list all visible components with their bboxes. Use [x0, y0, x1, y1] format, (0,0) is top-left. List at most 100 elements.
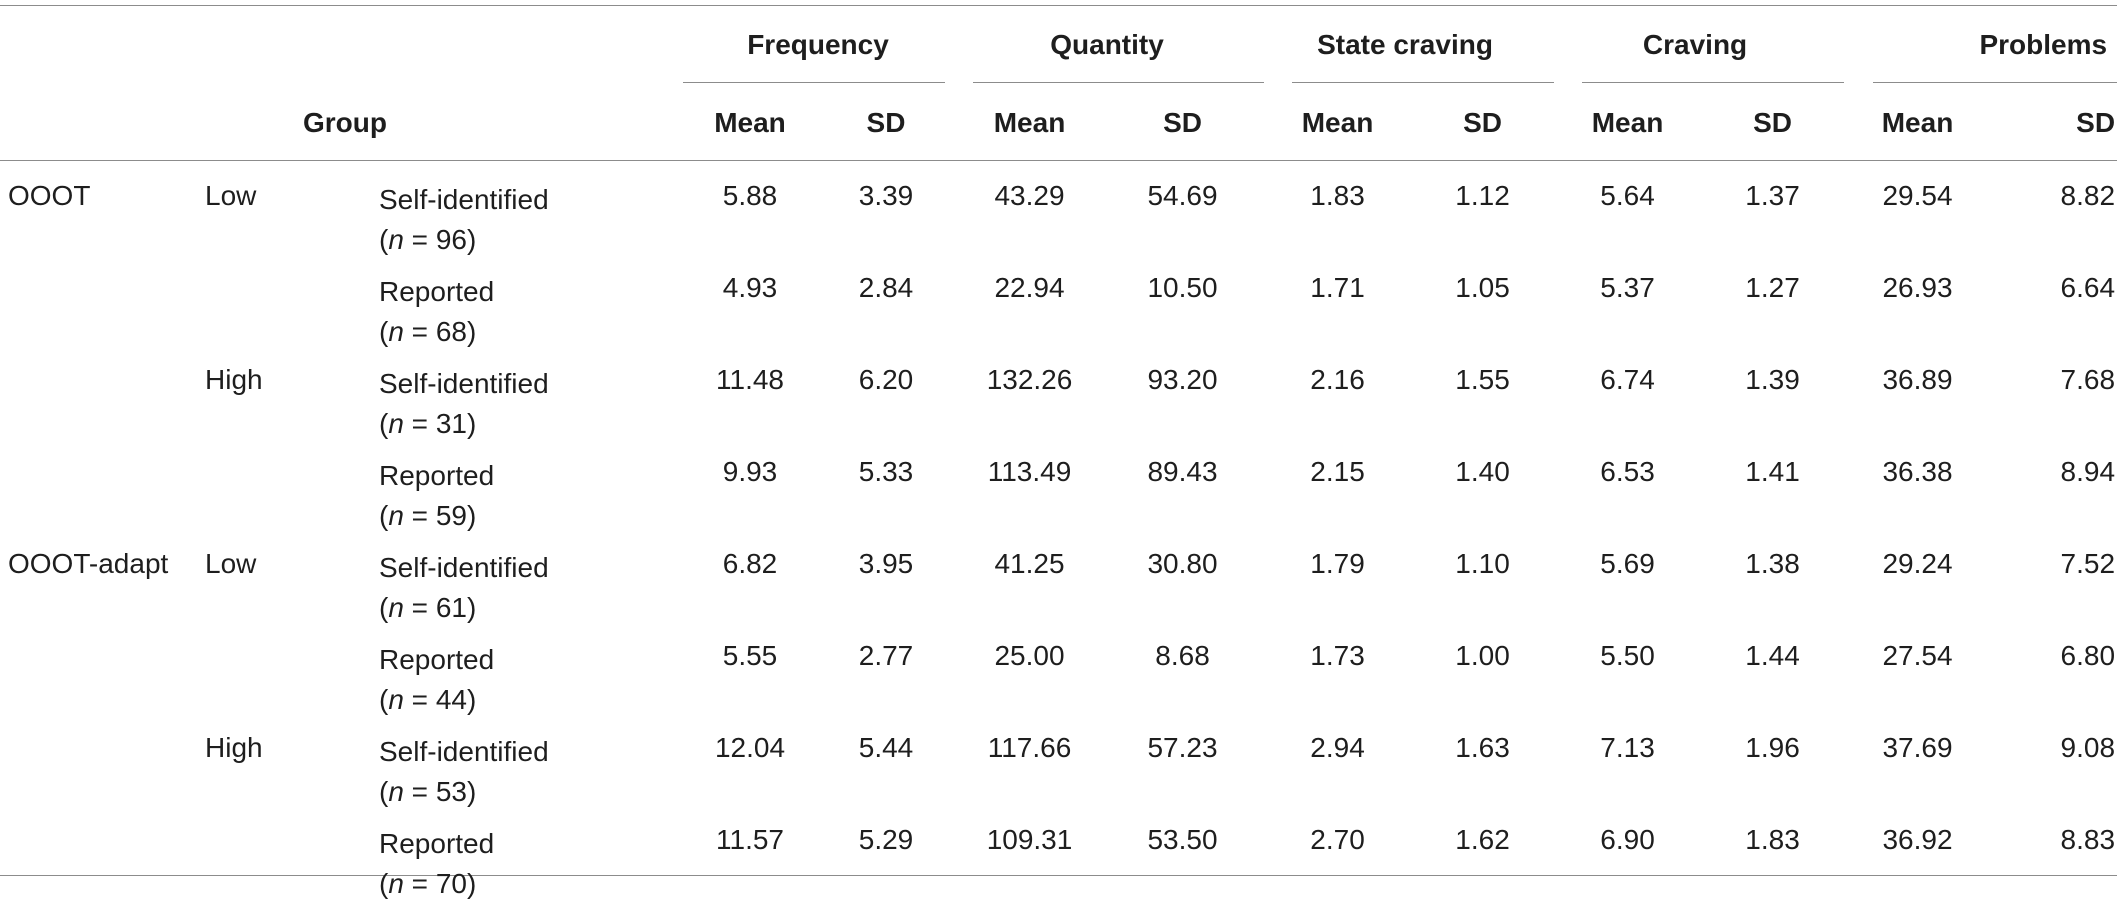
header-sd: SD	[2076, 107, 2116, 138]
table-row: OOOT-adapt Low Self-identified (n = 61) 6.82…	[0, 536, 2117, 628]
report-type-label: Reported	[379, 276, 495, 307]
sample-size-value: 59	[435, 500, 467, 531]
mean-value-cell: 29.54	[1882, 180, 1953, 211]
sd-value-cell: 3.39	[858, 180, 914, 211]
sample-size-label: (n = 44)	[379, 684, 477, 715]
sd-value-cell: 8.68	[1155, 640, 1210, 671]
sd-value-cell: 1.96	[1745, 732, 1800, 763]
report-type-cell: Reported (n = 59)	[379, 444, 682, 536]
header-mean: Mean	[1881, 107, 1954, 138]
sample-size-value: 61	[435, 592, 467, 623]
mean-value-cell: 132.26	[986, 364, 1073, 395]
sd-value-cell: 9.08	[2060, 732, 2116, 763]
table-row: High Self-identified (n = 31) 11.48 6.20 132.…	[0, 352, 2117, 444]
report-type-label: Self-identified	[379, 736, 549, 767]
sd-value-cell: 3.95	[858, 548, 914, 579]
mean-value-cell: 41.25	[994, 548, 1065, 579]
report-type-label: Reported	[379, 460, 495, 491]
report-type-label: Self-identified	[379, 368, 549, 399]
table-row: Reported (n = 44) 5.55 2.77 25.00 8.68 1.73 1.0…	[0, 628, 2117, 720]
sd-value-cell: 1.62	[1455, 824, 1510, 855]
sd-value-cell: 10.50	[1147, 272, 1218, 303]
header-problems: Problems	[1979, 29, 2108, 60]
sd-value-cell: 1.12	[1455, 180, 1510, 211]
sd-value-cell: 89.43	[1147, 456, 1218, 487]
header-sd: SD	[866, 107, 906, 138]
mean-value-cell: 5.55	[722, 640, 778, 671]
mean-value-cell: 6.53	[1600, 456, 1655, 487]
report-type-label: Self-identified	[379, 552, 549, 583]
report-type-label: Reported	[379, 644, 495, 675]
mean-value-cell: 11.57	[716, 824, 784, 855]
header-spacer	[0, 6, 682, 84]
mean-value-cell: 37.69	[1882, 732, 1953, 763]
mean-value-cell: 117.66	[987, 732, 1072, 763]
data-table-container: Frequency Quantity State craving Craving…	[0, 5, 2117, 899]
sample-size-value: 53	[435, 776, 467, 807]
group-cell	[0, 260, 205, 352]
sd-value-cell: 8.83	[2060, 824, 2116, 855]
state-craving-group-rule	[1292, 82, 1554, 83]
sd-value-cell: 1.27	[1745, 272, 1800, 303]
sd-value-cell: 1.63	[1455, 732, 1510, 763]
header-mean: Mean	[993, 107, 1066, 138]
report-type-cell: Reported (n = 44)	[379, 628, 682, 720]
table-row: Reported (n = 68) 4.93 2.84 22.94 10.50 1.71 1.…	[0, 260, 2117, 352]
sd-value-cell: 93.20	[1147, 364, 1218, 395]
sd-value-cell: 2.84	[858, 272, 914, 303]
group-cell	[0, 352, 205, 444]
sample-size-value: 70	[435, 868, 467, 899]
table-row: OOOT Low Self-identified (n = 96) 5.88 3.39 43…	[0, 162, 2117, 260]
sd-value-cell: 1.83	[1745, 824, 1800, 855]
group-cell	[0, 628, 205, 720]
level-cell	[205, 812, 379, 904]
mean-value-cell: 2.70	[1310, 824, 1365, 855]
mean-value-cell: 2.15	[1310, 456, 1365, 487]
header-sd: SD	[1163, 107, 1202, 138]
sd-value-cell: 1.40	[1455, 456, 1510, 487]
sd-value-cell: 1.44	[1745, 640, 1800, 671]
sample-size-value: 44	[435, 684, 467, 715]
sd-value-cell: 5.44	[858, 732, 914, 763]
sample-size-label: (n = 70)	[379, 868, 477, 899]
table-top-rule	[0, 5, 2117, 6]
group-cell: OOOT	[8, 180, 91, 211]
sd-value-cell: 1.55	[1455, 364, 1510, 395]
header-sd: SD	[1753, 107, 1792, 138]
mean-value-cell: 6.74	[1600, 364, 1655, 395]
mean-value-cell: 109.31	[986, 824, 1073, 855]
mean-value-cell: 113.49	[987, 456, 1072, 487]
mean-value-cell: 36.92	[1882, 824, 1953, 855]
mean-value-cell: 5.64	[1600, 180, 1655, 211]
sample-size-label: (n = 68)	[379, 316, 477, 347]
table-header-rule	[0, 160, 2117, 161]
header-frequency: Frequency	[747, 29, 889, 60]
group-cell	[0, 812, 205, 904]
sample-size-label: (n = 61)	[379, 592, 477, 623]
report-type-cell: Self-identified (n = 96)	[379, 162, 682, 260]
mean-value-cell: 29.24	[1882, 548, 1953, 579]
mean-value-cell: 7.13	[1600, 732, 1655, 763]
report-type-cell: Reported (n = 68)	[379, 260, 682, 352]
mean-value-cell: 26.93	[1882, 272, 1953, 303]
sd-value-cell: 1.38	[1745, 548, 1800, 579]
table-row: High Self-identified (n = 53) 12.04 5.44 117.…	[0, 720, 2117, 812]
sd-value-cell: 53.50	[1147, 824, 1218, 855]
mean-value-cell: 1.79	[1310, 548, 1365, 579]
report-type-cell: Reported (n = 70)	[379, 812, 682, 904]
mean-value-cell: 36.89	[1882, 364, 1953, 395]
sd-value-cell: 30.80	[1147, 548, 1218, 579]
sd-value-cell: 6.20	[858, 364, 914, 395]
level-cell: Low	[205, 548, 257, 579]
group-cell	[0, 720, 205, 812]
sd-value-cell: 57.23	[1147, 732, 1218, 763]
problems-group-rule	[1873, 82, 2117, 83]
sd-value-cell: 1.37	[1745, 180, 1800, 211]
sample-size-label: (n = 59)	[379, 500, 477, 531]
header-quantity: Quantity	[1050, 29, 1164, 60]
group-cell	[0, 444, 205, 536]
level-cell	[205, 444, 379, 536]
mean-value-cell: 27.54	[1882, 640, 1953, 671]
mean-value-cell: 6.90	[1600, 824, 1655, 855]
level-cell: High	[205, 364, 263, 395]
